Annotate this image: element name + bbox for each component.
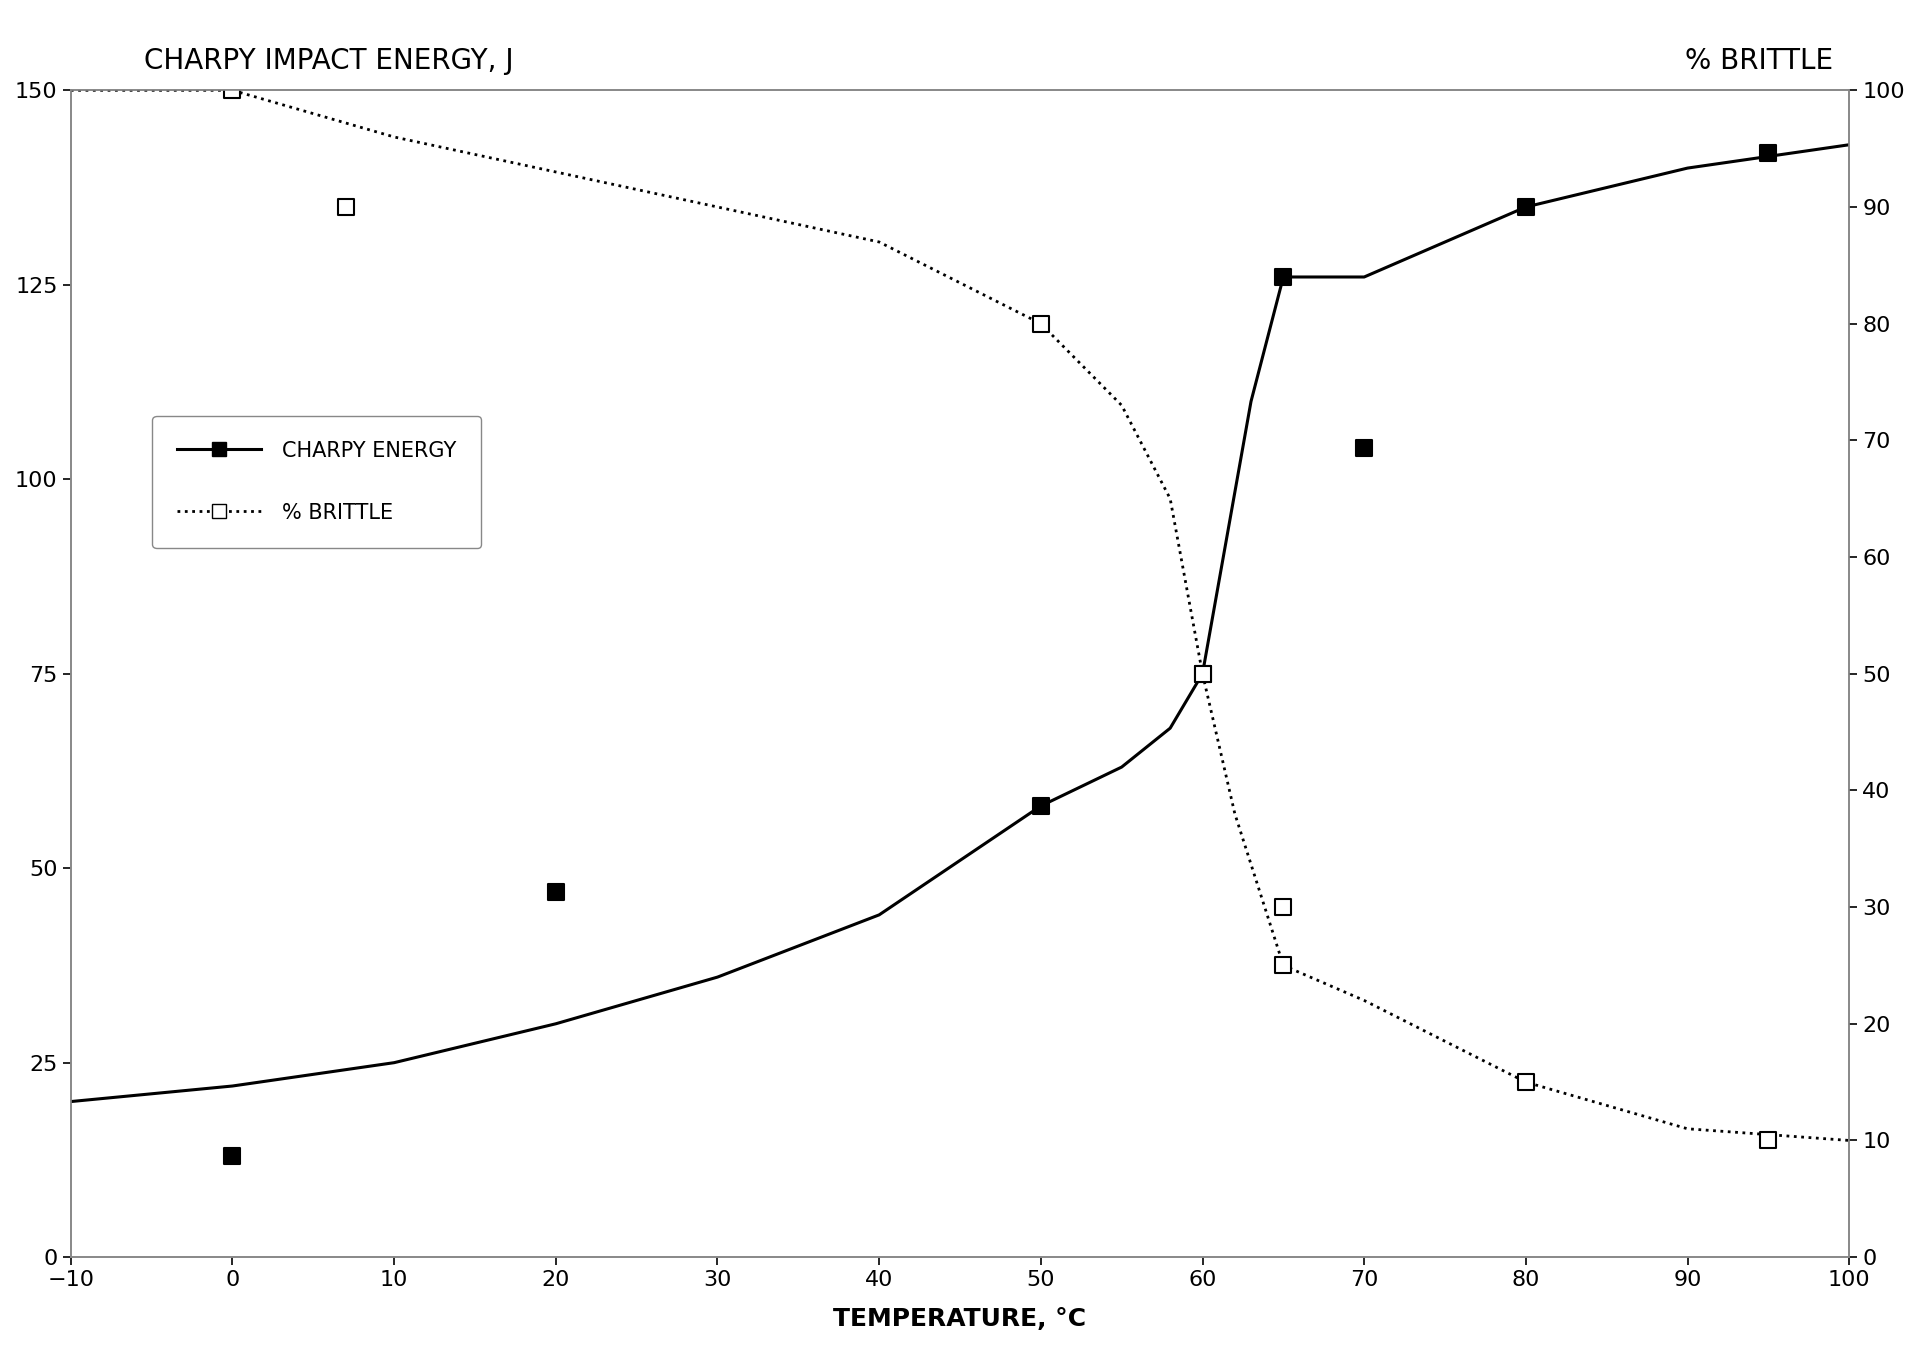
Point xyxy=(1187,664,1217,685)
Point xyxy=(1267,954,1298,976)
Legend: CHARPY ENERGY, % BRITTLE: CHARPY ENERGY, % BRITTLE xyxy=(152,416,480,548)
Point xyxy=(1753,1129,1784,1151)
Point xyxy=(1187,664,1217,685)
Point xyxy=(1350,437,1380,459)
X-axis label: TEMPERATURE, °C: TEMPERATURE, °C xyxy=(833,1307,1087,1331)
Text: CHARPY IMPACT ENERGY, J: CHARPY IMPACT ENERGY, J xyxy=(144,47,515,75)
Text: % BRITTLE: % BRITTLE xyxy=(1686,47,1834,75)
Point xyxy=(1267,896,1298,918)
Point xyxy=(1753,141,1784,163)
Point xyxy=(1511,197,1542,218)
Point xyxy=(1511,1071,1542,1093)
Point xyxy=(217,1145,248,1167)
Point xyxy=(330,197,361,218)
Point xyxy=(1025,795,1056,817)
Point xyxy=(1025,312,1056,334)
Point xyxy=(540,880,570,902)
Point xyxy=(217,79,248,101)
Point xyxy=(1267,267,1298,288)
